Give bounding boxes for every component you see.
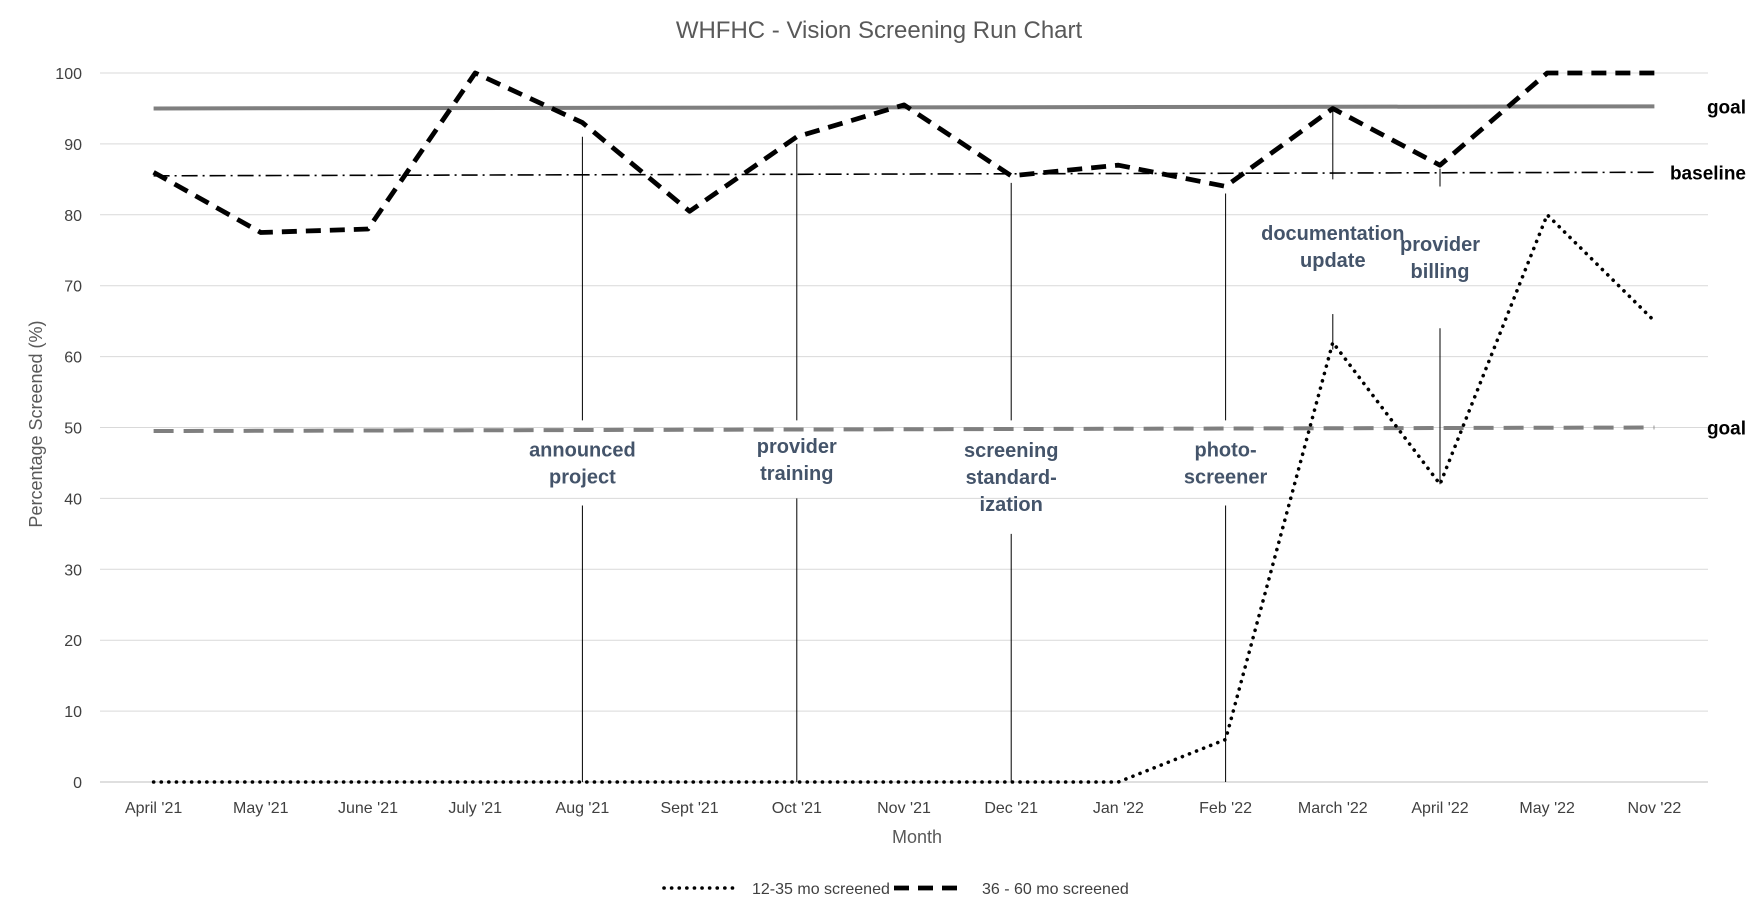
data-point [1116, 780, 1121, 785]
data-series [151, 70, 1657, 785]
y-tick-label: 20 [64, 633, 82, 650]
data-point [151, 170, 156, 175]
x-tick-label: May '22 [1519, 800, 1575, 817]
data-point [794, 134, 799, 139]
annotation-line: ization [980, 494, 1043, 516]
reference-line-goal [153, 425, 1655, 434]
data-point [580, 120, 585, 125]
y-tick-label: 30 [64, 562, 82, 579]
data-point [258, 230, 263, 235]
x-tick-label: March '22 [1298, 800, 1368, 817]
y-tick-label: 50 [64, 421, 82, 438]
annotation-line: billing [1411, 261, 1470, 283]
annotation-line: standard- [966, 467, 1057, 489]
y-tick-label: 100 [55, 66, 82, 83]
x-tick-label: April '22 [1411, 800, 1468, 817]
legend-label: 36 - 60 mo screened [982, 881, 1129, 898]
x-tick-label: June '21 [338, 800, 398, 817]
legend: 12-35 mo screened 36 - 60 mo screened [662, 881, 1129, 898]
annotation-label: photo-screener [1184, 439, 1268, 488]
data-point [687, 780, 692, 785]
y-axis-title: Percentage Screened (%) [26, 320, 46, 527]
data-point [1330, 106, 1335, 111]
y-tick-label: 10 [64, 704, 82, 721]
data-point [1652, 71, 1657, 76]
data-point [1330, 340, 1335, 345]
reference-label-goal: goal [1707, 97, 1746, 118]
annotation-line: update [1300, 250, 1366, 272]
chart-title: WHFHC - Vision Screening Run Chart [676, 17, 1083, 44]
data-point [1009, 173, 1014, 178]
data-point [1009, 780, 1014, 785]
x-tick-label: April '21 [125, 800, 182, 817]
data-point [1438, 163, 1443, 168]
data-point [1545, 212, 1550, 217]
x-tick-label: Jan '22 [1093, 800, 1144, 817]
annotations: announced project provider training screenin… [529, 108, 1480, 782]
data-point [1545, 71, 1550, 76]
y-tick-label: 90 [64, 137, 82, 154]
data-point [902, 102, 907, 107]
annotation-line: photo- [1195, 439, 1257, 461]
annotation-line: screener [1184, 466, 1268, 488]
annotation-line: provider [1400, 234, 1480, 256]
x-tick-label: Feb '22 [1199, 800, 1252, 817]
reference-line-baseline [153, 171, 1655, 177]
annotation-line: documentation [1261, 223, 1404, 245]
series-line-36-60-mo [152, 70, 1655, 235]
reference-lines: goal baseline goal [153, 97, 1746, 440]
annotation-label: documentation update [1261, 223, 1404, 272]
data-point [473, 71, 478, 76]
annotation-line: training [760, 463, 833, 485]
x-tick-label: Nov '21 [877, 800, 931, 817]
annotation-line: announced [529, 439, 636, 461]
data-point [1652, 319, 1657, 324]
data-point [258, 780, 263, 785]
x-tick-label: May '21 [233, 800, 289, 817]
x-axis-title: Month [892, 827, 942, 847]
reference-label-goal: goal [1707, 419, 1746, 440]
annotation-line: screening [964, 440, 1058, 462]
data-point [1438, 482, 1443, 487]
annotation-label: provider training [757, 436, 837, 485]
y-tick-label: 80 [64, 208, 82, 225]
x-tick-label: Sept '21 [660, 800, 718, 817]
data-point [902, 780, 907, 785]
data-point [1223, 737, 1228, 742]
reference-label-baseline: baseline [1670, 163, 1746, 184]
x-tick-label: Oct '21 [772, 800, 822, 817]
x-tick-label: July '21 [448, 800, 502, 817]
data-point [473, 780, 478, 785]
data-point [687, 209, 692, 214]
annotation-line: project [549, 466, 616, 488]
data-point [794, 780, 799, 785]
data-point [151, 780, 156, 785]
y-tick-label: 0 [73, 775, 82, 792]
data-point [366, 226, 371, 231]
annotation-label: screening standard-ization [964, 440, 1058, 516]
y-tick-label: 40 [64, 491, 82, 508]
data-point [1116, 163, 1121, 168]
x-tick-label: Dec '21 [984, 800, 1038, 817]
data-point [1223, 184, 1228, 189]
series-line-12-35-mo [151, 213, 1657, 784]
x-tick-label: Nov '22 [1628, 800, 1682, 817]
data-point [580, 780, 585, 785]
data-point [366, 780, 371, 785]
y-axis-ticks: 0 10 20 30 40 50 60 70 80 90 100 [55, 66, 82, 792]
x-tick-label: Aug '21 [556, 800, 610, 817]
x-axis-ticks: April '21 May '21 June '21 July '21 Aug '21 S… [125, 800, 1681, 817]
y-tick-label: 60 [64, 350, 82, 367]
annotation-label: announced project [529, 439, 636, 488]
annotation-label: provider billing [1400, 234, 1480, 283]
legend-label: 12-35 mo screened [752, 881, 890, 898]
y-tick-label: 70 [64, 279, 82, 296]
annotation-line: provider [757, 436, 837, 458]
